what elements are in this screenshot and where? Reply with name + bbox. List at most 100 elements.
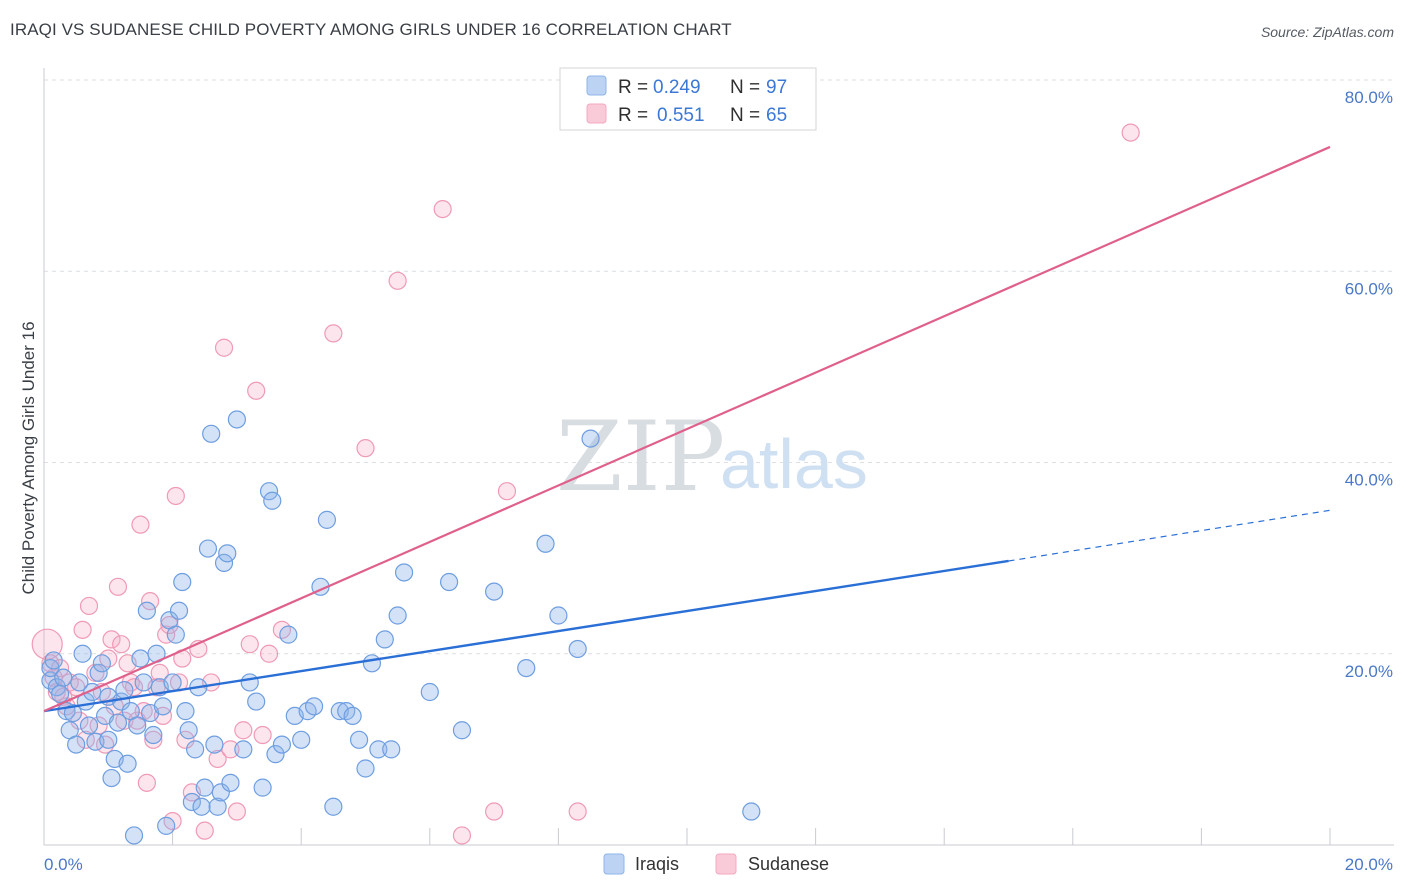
- iraqis-point: [169, 601, 189, 620]
- legend-r-label-2: R =: [618, 105, 648, 126]
- sudanese-point: [1121, 123, 1140, 142]
- sudanese-point: [73, 620, 92, 639]
- iraqis-point: [108, 713, 128, 732]
- iraqis-point: [163, 673, 182, 692]
- iraqis-point: [485, 582, 504, 601]
- iraqis-point: [420, 682, 439, 702]
- sudanese-points: [31, 123, 1140, 845]
- iraqis-point: [253, 778, 272, 797]
- iraqis-point: [205, 735, 224, 754]
- chart-title: IRAQI VS SUDANESE CHILD POVERTY AMONG GI…: [10, 20, 732, 39]
- iraqis-point: [324, 797, 343, 816]
- sudanese-point: [150, 663, 169, 682]
- watermark-atlas: atlas: [720, 425, 868, 503]
- iraqis-trend-extension: [1008, 509, 1331, 562]
- legend-r-label-1: R =: [618, 77, 648, 98]
- iraqis-point: [134, 673, 153, 692]
- iraqis-point: [153, 697, 173, 716]
- iraqis-point: [179, 721, 198, 740]
- iraqis-point: [173, 572, 192, 592]
- iraqis-point: [388, 606, 407, 625]
- legend: R = 0.249 N = 97 R = 0.551 N = 65: [559, 67, 817, 131]
- iraqis-point: [517, 658, 536, 678]
- iraqis-point: [131, 649, 150, 668]
- iraqis-point: [166, 625, 185, 644]
- iraqis-point: [214, 553, 234, 573]
- iraqis-point: [259, 482, 279, 501]
- y-tick-labels: 20.0% 40.0% 60.0% 80.0%: [1345, 88, 1393, 681]
- bottom-legend: Iraqis Sudanese: [603, 853, 829, 875]
- sudanese-point: [433, 199, 452, 219]
- iraqis-point: [581, 429, 600, 448]
- legend-n-value-1: 97: [766, 77, 787, 98]
- iraqis-point: [73, 644, 92, 663]
- y-tick-label-2: 60.0%: [1345, 279, 1393, 298]
- sudanese-point: [131, 515, 150, 534]
- iraqis-point: [349, 730, 369, 749]
- sudanese-point: [157, 625, 176, 644]
- legend-n-value-2: 65: [766, 105, 787, 126]
- iraqis-point: [182, 792, 201, 812]
- iraqis-point: [266, 745, 285, 764]
- iraqis-point: [369, 740, 388, 759]
- iraqis-point: [89, 663, 108, 682]
- bottom-legend-swatch-sudanese: [715, 853, 737, 875]
- iraqis-point: [221, 773, 240, 792]
- iraqis-point: [227, 410, 246, 429]
- source-label: Source: ZipAtlas.com: [1260, 24, 1394, 40]
- y-axis-label: Child Poverty Among Girls Under 16: [19, 321, 38, 594]
- iraqis-point: [198, 539, 218, 558]
- sudanese-point: [240, 635, 259, 654]
- iraqis-point: [137, 601, 156, 620]
- sudanese-trend-line: [43, 145, 1331, 713]
- iraqis-point: [54, 668, 73, 687]
- iraqis-point: [536, 534, 555, 553]
- iraqis-point: [70, 673, 89, 692]
- legend-n-label-2: N =: [730, 105, 760, 126]
- legend-r-value-2: 0.551: [657, 105, 705, 126]
- sudanese-point: [137, 773, 156, 792]
- legend-r-value-1: 0.249: [653, 77, 701, 98]
- iraqis-point: [218, 544, 237, 563]
- iraqis-point: [343, 706, 362, 726]
- iraqis-point: [102, 768, 121, 788]
- iraqis-point: [79, 716, 99, 735]
- sudanese-point: [568, 802, 587, 821]
- legend-swatch-sudanese: [586, 103, 607, 124]
- y-tick-label-3: 80.0%: [1345, 88, 1393, 107]
- iraqis-point: [99, 730, 118, 749]
- sudanese-point: [160, 615, 179, 635]
- iraqis-point: [144, 725, 163, 745]
- sudanese-point: [259, 644, 279, 663]
- iraqis-point: [92, 654, 111, 673]
- sudanese-point: [102, 630, 121, 649]
- iraqis-point: [394, 563, 414, 582]
- axes: [43, 68, 1394, 846]
- y-tick-label-1: 40.0%: [1345, 471, 1393, 490]
- sudanese-point: [144, 730, 163, 749]
- iraqis-trend-line: [43, 559, 1009, 713]
- sudanese-point: [324, 324, 343, 343]
- iraqis-point: [208, 797, 227, 816]
- iraqis-point: [50, 684, 70, 704]
- iraqis-point: [356, 759, 375, 778]
- sudanese-point: [140, 592, 160, 611]
- iraqis-point: [157, 816, 176, 835]
- sudanese-point: [485, 802, 504, 821]
- iraqis-point: [439, 572, 459, 592]
- iraqis-point: [272, 735, 292, 754]
- sudanese-point: [253, 725, 272, 745]
- iraqis-point: [382, 740, 401, 759]
- sudanese-point: [452, 826, 472, 845]
- iraqis-point: [195, 778, 214, 797]
- iraqis-point: [375, 630, 394, 649]
- iraqis-point: [742, 802, 761, 821]
- sudanese-point: [112, 635, 131, 654]
- x-tick-labels: 0.0% 20.0%: [44, 855, 1393, 874]
- sudanese-point: [214, 338, 234, 357]
- trend-lines: [43, 145, 1331, 713]
- iraqis-point: [247, 692, 266, 711]
- sudanese-point: [388, 271, 407, 290]
- iraqis-point: [211, 783, 230, 802]
